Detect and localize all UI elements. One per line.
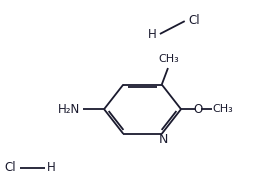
Text: O: O (193, 103, 203, 116)
Text: CH₃: CH₃ (158, 54, 179, 64)
Text: CH₃: CH₃ (212, 104, 233, 114)
Text: Cl: Cl (5, 161, 16, 174)
Text: N: N (159, 133, 168, 146)
Text: H: H (148, 28, 157, 41)
Text: H: H (47, 161, 56, 174)
Text: H₂N: H₂N (58, 103, 80, 116)
Text: Cl: Cl (188, 14, 200, 27)
